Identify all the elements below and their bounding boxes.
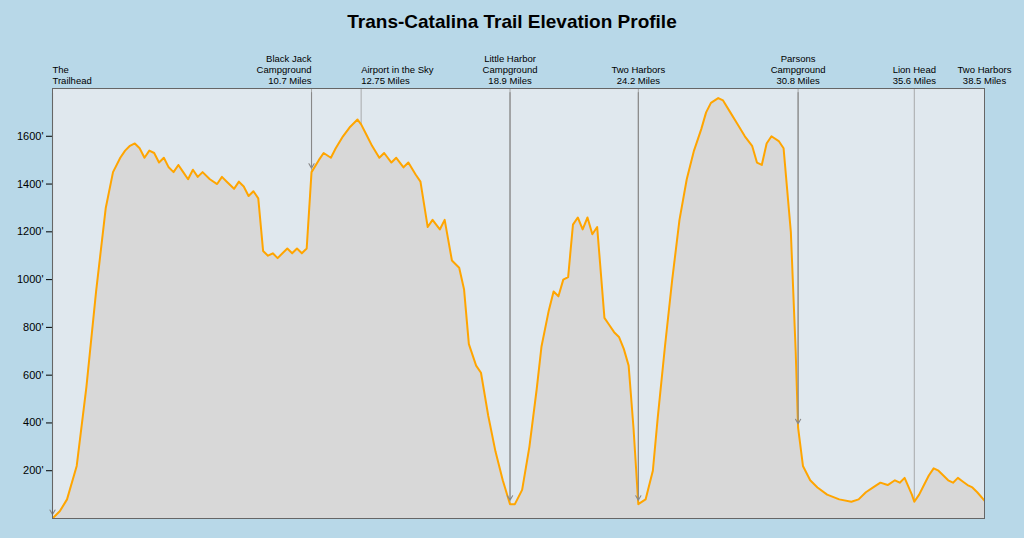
- svg-text:1600': 1600': [17, 130, 44, 142]
- svg-text:200': 200': [23, 464, 43, 476]
- svg-text:1400': 1400': [17, 178, 44, 190]
- svg-text:800': 800': [23, 321, 43, 333]
- svg-text:600': 600': [23, 369, 43, 381]
- svg-text:ParsonsCampground30.8 Miles: ParsonsCampground30.8 Miles: [771, 53, 826, 86]
- svg-text:TheTrailhead: TheTrailhead: [53, 64, 92, 86]
- svg-text:1200': 1200': [17, 225, 44, 237]
- svg-text:Little HarborCampground18.9 Mi: Little HarborCampground18.9 Miles: [483, 53, 538, 86]
- svg-text:400': 400': [23, 416, 43, 428]
- svg-text:1000': 1000': [17, 273, 44, 285]
- svg-text:Two Harbors24.2 Miles: Two Harbors24.2 Miles: [611, 64, 665, 86]
- svg-text:Airport in the Sky12.75 Miles: Airport in the Sky12.75 Miles: [361, 64, 434, 86]
- svg-text:Two Harbors38.5 Miles: Two Harbors38.5 Miles: [958, 64, 1012, 86]
- svg-text:Lion Head35.6 Miles: Lion Head35.6 Miles: [893, 64, 937, 86]
- html-text:Trans-Catalina Trail Elevation: Trans-Catalina Trail Elevation Profile: [347, 11, 677, 32]
- svg-text:Black JackCampground10.7 Miles: Black JackCampground10.7 Miles: [257, 53, 312, 86]
